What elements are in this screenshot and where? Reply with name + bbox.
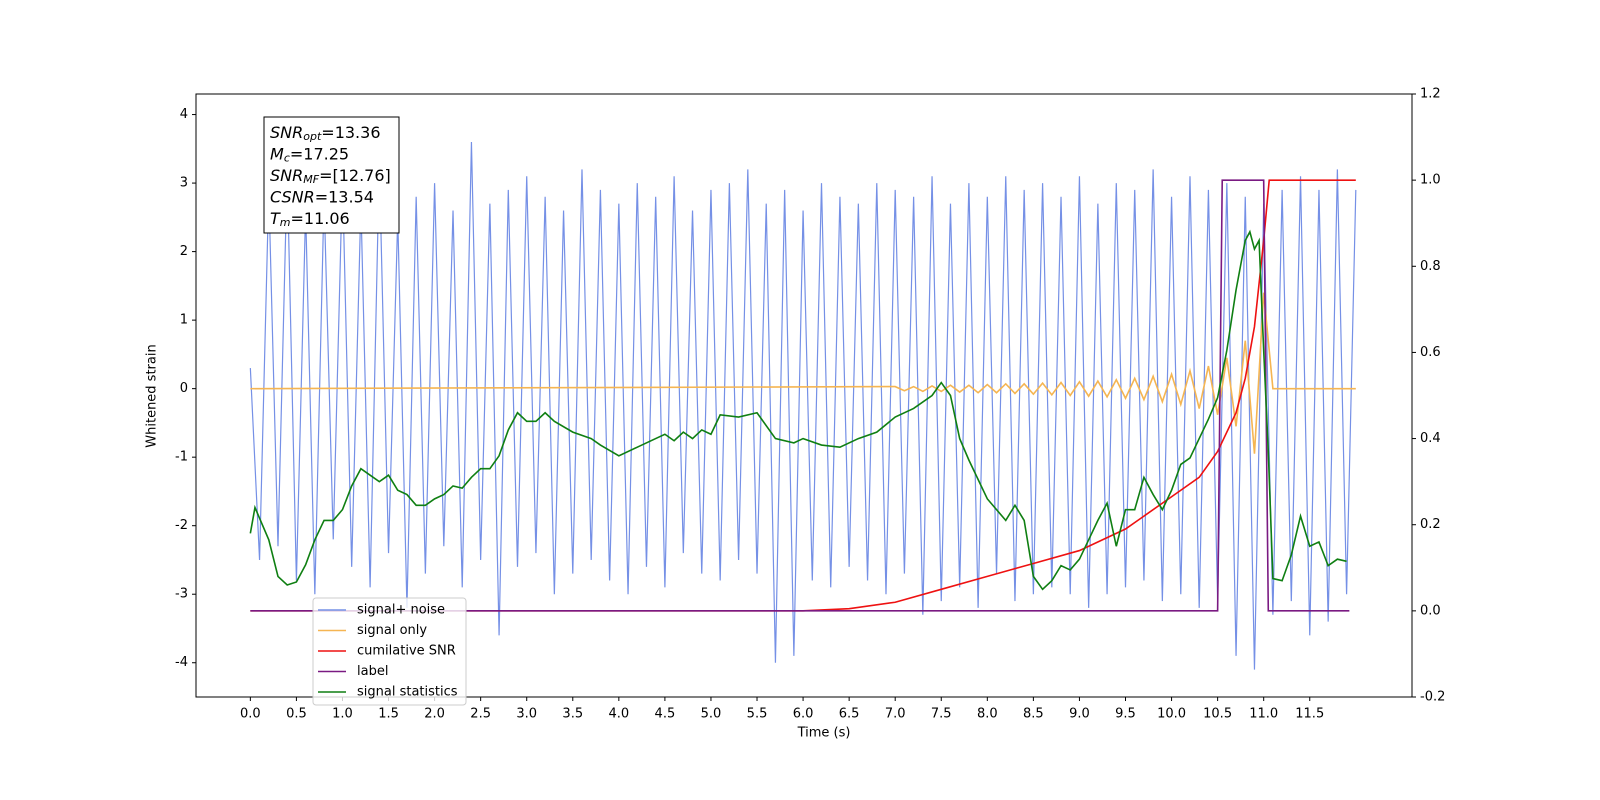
plot-frame: [195, 93, 1413, 698]
y2-tick-label: 0.6: [1420, 345, 1441, 360]
x-tick-label: 3.0: [516, 707, 537, 722]
x-tick-label: 7.5: [931, 707, 952, 722]
y2-tick-label: 1.0: [1420, 173, 1441, 188]
x-axis-label: Time (s): [797, 726, 851, 741]
y-tick-label: -3: [175, 587, 188, 602]
annotation-subscript: c: [284, 152, 290, 165]
legend-label: signal statistics: [357, 685, 458, 700]
x-tick-label: 6.0: [793, 707, 814, 722]
x-tick-label: 6.5: [839, 707, 860, 722]
legend-label: cumilative SNR: [357, 644, 456, 659]
y2-tick-label: 0.2: [1420, 517, 1441, 532]
x-tick-label: 5.5: [747, 707, 768, 722]
x-tick-label: 8.0: [977, 707, 998, 722]
series-line: [250, 179, 1350, 612]
x-tick-label: 2.5: [470, 707, 491, 722]
legend-box: [312, 597, 467, 706]
annotation-symbol: SNR: [270, 166, 303, 185]
x-tick-label: 11.0: [1249, 707, 1278, 722]
series-line: [249, 229, 1347, 591]
y-axis-label: Whitened strain: [145, 344, 160, 447]
annotation-symbol: CSNR: [270, 187, 315, 206]
y-tick-label: 1: [180, 313, 188, 328]
annotation-value: =11.06: [291, 209, 350, 228]
y-tick-label: -2: [175, 518, 188, 533]
y2-tick-label: 0.4: [1420, 431, 1441, 446]
annotation-line: Mc=17.25: [270, 144, 349, 165]
x-tick-label: 1.5: [378, 707, 399, 722]
y-tick-label: 4: [180, 107, 188, 122]
annotation-line: SNRopt=13.36: [270, 123, 381, 144]
plot-lines: [249, 141, 1357, 670]
y2-tick-label: 1.2: [1420, 87, 1441, 102]
annotation-value: =13.36: [321, 123, 380, 142]
y2-tick-label: -0.2: [1420, 690, 1445, 705]
x-tick-label: 11.5: [1295, 707, 1324, 722]
x-tick-label: 0.5: [286, 707, 307, 722]
series-line: [250, 292, 1356, 454]
y-tick-label: 3: [180, 176, 188, 191]
annotation-subscript: opt: [303, 130, 322, 143]
y2-tick-label: 0.8: [1420, 259, 1441, 274]
y-tick-label: -4: [175, 655, 188, 670]
annotation-subscript: m: [280, 216, 291, 229]
x-tick-label: 3.5: [562, 707, 583, 722]
annotation-line: Tm=11.06: [270, 209, 350, 230]
x-tick-label: 10.0: [1157, 707, 1186, 722]
annotation-subscript: MF: [303, 173, 319, 186]
series-line: [249, 141, 1357, 670]
x-tick-label: 9.5: [1115, 707, 1136, 722]
annotation-line: CSNR=13.54: [270, 187, 374, 206]
x-tick-label: 4.0: [608, 707, 629, 722]
y-tick-label: 0: [180, 381, 188, 396]
x-tick-label: 8.5: [1023, 707, 1044, 722]
x-tick-label: 5.0: [701, 707, 722, 722]
y-tick-label: -1: [175, 450, 188, 465]
x-tick-label: 4.5: [655, 707, 676, 722]
annotation-line: SNRMF=[12.76]: [270, 166, 391, 187]
annotation-symbol: T: [270, 209, 281, 228]
x-tick-label: 0.0: [240, 707, 261, 722]
legend-label: signal only: [357, 623, 427, 638]
annotation-symbol: M: [270, 144, 284, 163]
x-tick-label: 1.0: [332, 707, 353, 722]
annotation-box: [263, 116, 400, 234]
series-line: [250, 179, 1356, 612]
y-tick-label: 2: [180, 244, 188, 259]
annotation-value: =[12.76]: [319, 166, 391, 185]
x-tick-label: 2.0: [424, 707, 445, 722]
x-tick-label: 10.5: [1203, 707, 1232, 722]
legend-label: signal+ noise: [357, 603, 445, 618]
legend: signal+ noise signal only cumilative SNR la…: [312, 597, 467, 706]
annotation-symbol: SNR: [270, 123, 303, 142]
y2-tick-label: 0.0: [1420, 603, 1441, 618]
x-tick-label: 7.0: [885, 707, 906, 722]
x-tick-label: 9.0: [1069, 707, 1090, 722]
annotation-value: =13.54: [315, 187, 374, 206]
legend-label: label: [357, 664, 388, 679]
annotation-value: =17.25: [290, 144, 349, 163]
